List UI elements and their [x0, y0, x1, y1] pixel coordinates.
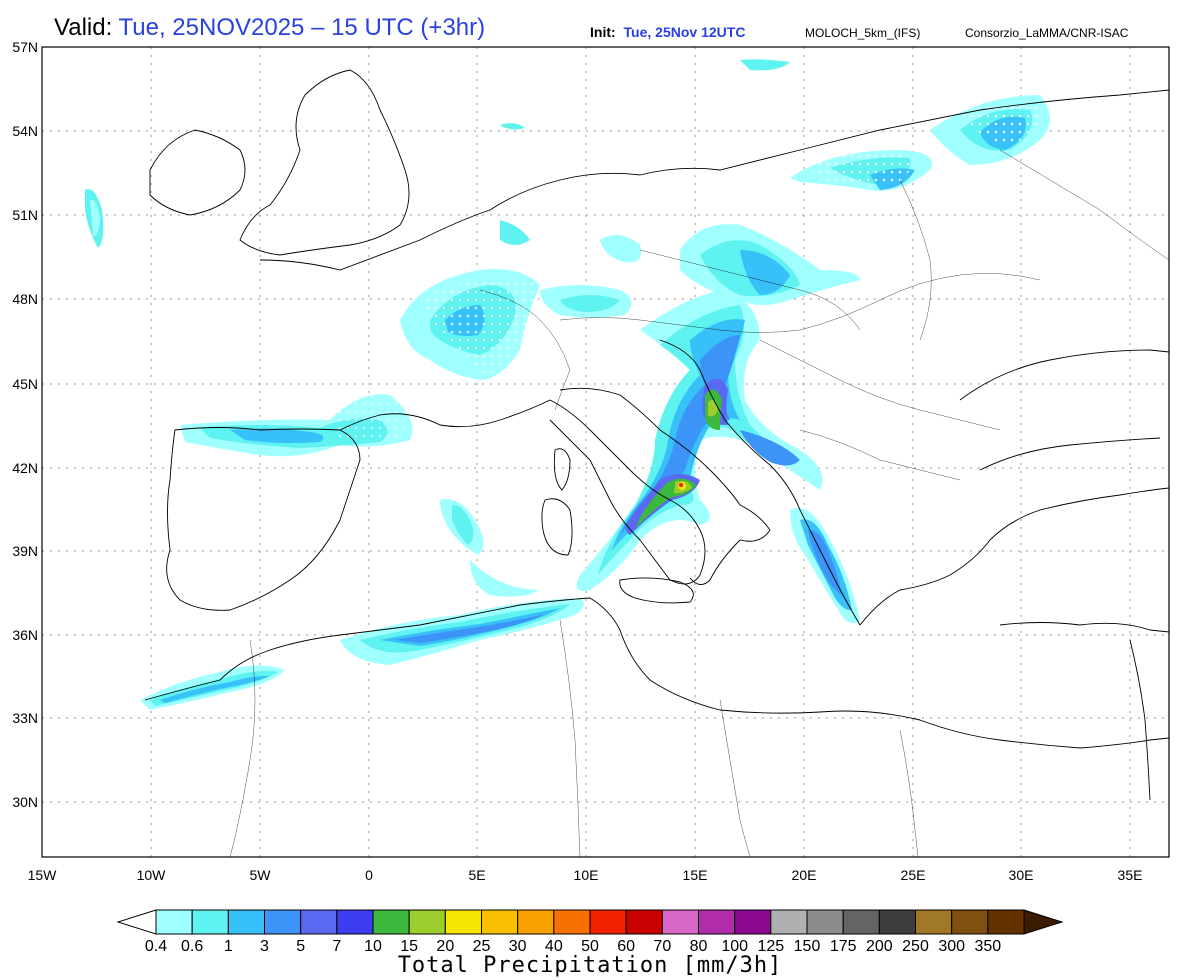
longitude-labels: 15W 10W 5W 0 5E 10E 15E 20E 25E 30E 35E	[28, 867, 1143, 883]
valid-label: Valid:	[54, 14, 113, 41]
lon-label: 5E	[468, 867, 485, 883]
precipitation-map: 57N 54N 51N 48N 45N 42N 39N 36N 33N 30N 15W 10W 5W 0…	[12, 39, 1170, 883]
lat-label: 33N	[12, 710, 38, 726]
colorbar-swatch	[481, 909, 519, 935]
lon-label: 25E	[901, 867, 926, 883]
lat-label: 54N	[12, 123, 38, 139]
colorbar-swatch	[553, 909, 591, 935]
colorbar-swatch	[372, 909, 410, 935]
lat-label: 39N	[12, 543, 38, 559]
colorbar-right-arrow	[1023, 909, 1064, 935]
lat-label: 30N	[12, 794, 38, 810]
lat-label: 36N	[12, 627, 38, 643]
colorbar-swatch	[191, 909, 229, 935]
colorbar-swatch	[734, 909, 772, 935]
colorbar-swatch	[589, 909, 627, 935]
lon-label: 15E	[683, 867, 708, 883]
lat-label: 57N	[12, 39, 38, 55]
lat-label: 48N	[12, 291, 38, 307]
lon-label: 30E	[1009, 867, 1034, 883]
colorbar-title: Total Precipitation [mm/3h]	[397, 953, 783, 978]
coastlines	[144, 69, 1169, 801]
init-value: Tue, 25Nov 12UTC	[623, 24, 746, 40]
valid-time: Valid: Tue, 25NOV2025 – 15 UTC (+3hr)	[54, 14, 485, 42]
lon-label: 10W	[137, 867, 167, 883]
colorbar-swatch	[661, 909, 699, 935]
borders	[229, 149, 1169, 857]
colorbar-swatch	[698, 909, 736, 935]
lon-label: 15W	[28, 867, 58, 883]
header: Valid: Tue, 25NOV2025 – 15 UTC (+3hr) In…	[0, 0, 1180, 46]
map-frame	[41, 46, 1170, 858]
lat-label: 45N	[12, 376, 38, 392]
lat-label: 42N	[12, 460, 38, 476]
colorbar-swatch	[915, 909, 953, 935]
graticule	[42, 47, 1169, 857]
init-label: Init:	[590, 24, 616, 40]
colorbar-swatch	[444, 909, 483, 935]
colorbar-swatch	[951, 909, 989, 935]
init-time: Init: Tue, 25Nov 12UTC	[590, 24, 745, 40]
colorbar-left-arrow	[116, 909, 157, 935]
lon-label: 35E	[1118, 867, 1143, 883]
lon-label: 5W	[250, 867, 272, 883]
colorbar-swatch	[300, 909, 338, 935]
colorbar-swatch	[336, 909, 374, 935]
colorbar-swatch	[878, 909, 916, 935]
colorbar-swatch	[264, 909, 302, 935]
colorbar-swatch	[987, 909, 1025, 935]
lat-label: 51N	[12, 207, 38, 223]
colorbar-swatch	[625, 909, 663, 935]
colorbar-swatch	[770, 909, 808, 935]
colorbar-swatch	[806, 909, 844, 935]
lon-label: 20E	[792, 867, 817, 883]
colorbar-swatch	[227, 909, 265, 935]
model-name: MOLOCH_5km_(IFS)	[805, 26, 921, 40]
credit: Consorzio_LaMMA/CNR-ISAC	[965, 26, 1129, 40]
lon-label: 10E	[574, 867, 599, 883]
valid-value: Tue, 25NOV2025 – 15 UTC (+3hr)	[118, 14, 486, 41]
colorbar-swatch	[517, 909, 555, 935]
lon-label: 0	[365, 867, 373, 883]
colorbar-swatch	[155, 909, 193, 935]
colorbar-swatch	[408, 909, 446, 935]
precipitation-field	[85, 59, 1050, 710]
latitude-labels: 57N 54N 51N 48N 45N 42N 39N 36N 33N 30N	[12, 39, 38, 810]
colorbar-swatch	[842, 909, 880, 935]
